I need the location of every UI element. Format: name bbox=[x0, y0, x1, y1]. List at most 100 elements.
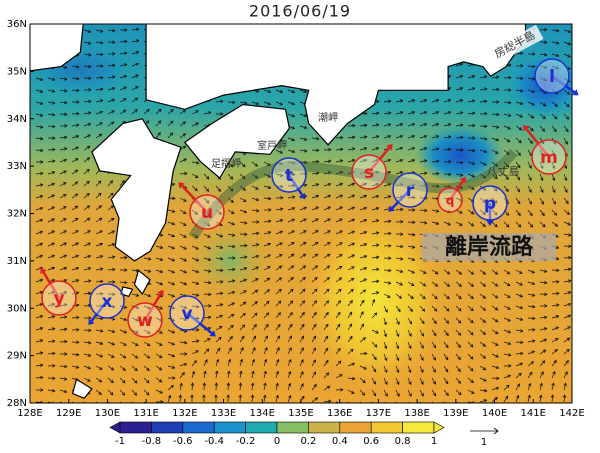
marker-circle bbox=[41, 280, 77, 316]
marker-arrowhead bbox=[459, 176, 466, 184]
eddy bbox=[180, 215, 280, 305]
colorbar-label: -0.6 bbox=[173, 436, 193, 447]
marker-circle bbox=[89, 283, 125, 319]
place-label: 室戸岬 bbox=[257, 139, 287, 152]
colorbar-end bbox=[433, 421, 445, 434]
land bbox=[145, 24, 527, 146]
marker-circle bbox=[472, 185, 508, 221]
lat-label: 30N bbox=[7, 303, 27, 314]
colorbar-segment bbox=[245, 421, 278, 434]
marker-circle bbox=[534, 58, 570, 94]
marker-label: p bbox=[484, 194, 496, 214]
lon-label: 133E bbox=[211, 408, 236, 419]
colorbar-label: -0.4 bbox=[204, 436, 224, 447]
marker-arrow bbox=[524, 127, 550, 158]
colorbar-segment bbox=[151, 421, 184, 434]
colorbar-label: 0 bbox=[274, 436, 280, 447]
lat-label: 31N bbox=[7, 256, 27, 267]
marker-arrowhead bbox=[486, 220, 494, 226]
marker-arrowhead bbox=[386, 143, 393, 151]
cold-eddy bbox=[415, 125, 505, 185]
marker-label: r bbox=[406, 181, 415, 201]
marker-arrowhead bbox=[298, 192, 306, 200]
marker-arrow bbox=[551, 74, 577, 95]
marker-circle bbox=[169, 295, 205, 331]
marker-label: u bbox=[201, 203, 213, 223]
colorbar-end bbox=[109, 421, 121, 434]
colorbar-label: -0.2 bbox=[236, 436, 256, 447]
lon-label: 134E bbox=[250, 408, 275, 419]
colorbar-label: 0.8 bbox=[395, 436, 411, 447]
marker-circle bbox=[271, 157, 307, 193]
marker-label: s bbox=[364, 163, 374, 183]
place-label: 八丈島 bbox=[487, 164, 520, 178]
marker-label: v bbox=[181, 304, 192, 324]
lon-label: 136E bbox=[327, 408, 352, 419]
marker-arrowhead bbox=[40, 267, 47, 275]
colorbar-segment bbox=[119, 421, 152, 434]
marker-arrow bbox=[390, 189, 411, 210]
colorbar-segment bbox=[213, 421, 246, 434]
land bbox=[183, 103, 291, 179]
map-title: 2016/06/19 bbox=[249, 2, 351, 21]
marker-arrow bbox=[180, 184, 208, 213]
colorbar-label: 1 bbox=[431, 436, 437, 447]
land bbox=[30, 24, 84, 72]
marker-circle bbox=[351, 154, 387, 190]
lon-label: 140E bbox=[482, 408, 507, 419]
label-background bbox=[486, 24, 544, 66]
marker-arrow bbox=[41, 270, 61, 299]
lon-label: 135E bbox=[288, 408, 313, 419]
colorbar-label: 0.2 bbox=[300, 436, 316, 447]
lon-label: 128E bbox=[17, 408, 42, 419]
marker-arrow bbox=[287, 174, 304, 197]
marker-circle bbox=[392, 172, 428, 208]
lon-label: 131E bbox=[133, 408, 158, 419]
marker-arrowhead bbox=[523, 124, 530, 132]
marker-circle bbox=[127, 302, 163, 338]
lat-label: 36N bbox=[7, 19, 27, 30]
marker-arrowhead bbox=[88, 318, 95, 326]
marker-label: t bbox=[285, 166, 293, 186]
colorbar-segment bbox=[276, 421, 309, 434]
lon-label: 130E bbox=[95, 408, 120, 419]
lat-label: 34N bbox=[7, 114, 27, 125]
land bbox=[71, 378, 93, 400]
vector-scale-label: 1 bbox=[481, 437, 487, 448]
marker-arrowhead bbox=[157, 289, 164, 297]
marker-arrow bbox=[89, 300, 108, 323]
place-label: 足摺岬 bbox=[211, 157, 241, 170]
lon-label: 142E bbox=[559, 408, 584, 419]
lat-label: 29N bbox=[7, 351, 27, 362]
lon-label: 132E bbox=[172, 408, 197, 419]
lon-label: 137E bbox=[366, 408, 391, 419]
place-label: 潮岬 bbox=[318, 111, 338, 124]
colorbar-label: -1 bbox=[115, 436, 125, 447]
colorbar-label: 0.4 bbox=[332, 436, 348, 447]
warm-eddy bbox=[300, 205, 450, 395]
colorbar-label: -0.8 bbox=[142, 436, 162, 447]
route-label: 離岸流路 bbox=[445, 234, 534, 260]
marker-label: q bbox=[446, 194, 455, 208]
colorbar-segment bbox=[308, 421, 341, 434]
marker-circle bbox=[189, 194, 225, 230]
marker-circle bbox=[437, 187, 463, 213]
marker-label: y bbox=[53, 289, 64, 309]
colorbar-segment bbox=[402, 421, 435, 434]
marker-circle bbox=[531, 139, 567, 175]
current-band bbox=[188, 148, 518, 240]
marker-arrowhead bbox=[209, 330, 216, 337]
marker-label: m bbox=[540, 148, 558, 168]
marker-arrowhead bbox=[388, 205, 396, 212]
marker-arrowhead bbox=[178, 182, 185, 189]
marker-arrowhead bbox=[572, 89, 579, 96]
map-area bbox=[30, 24, 572, 403]
land bbox=[91, 118, 182, 262]
lon-label: 141E bbox=[521, 408, 546, 419]
colorbar-segment bbox=[339, 421, 372, 434]
vector-scale-arrow bbox=[470, 427, 499, 435]
lat-label: 32N bbox=[7, 209, 27, 220]
colorbar-segment bbox=[370, 421, 403, 434]
lon-label: 129E bbox=[56, 408, 81, 419]
